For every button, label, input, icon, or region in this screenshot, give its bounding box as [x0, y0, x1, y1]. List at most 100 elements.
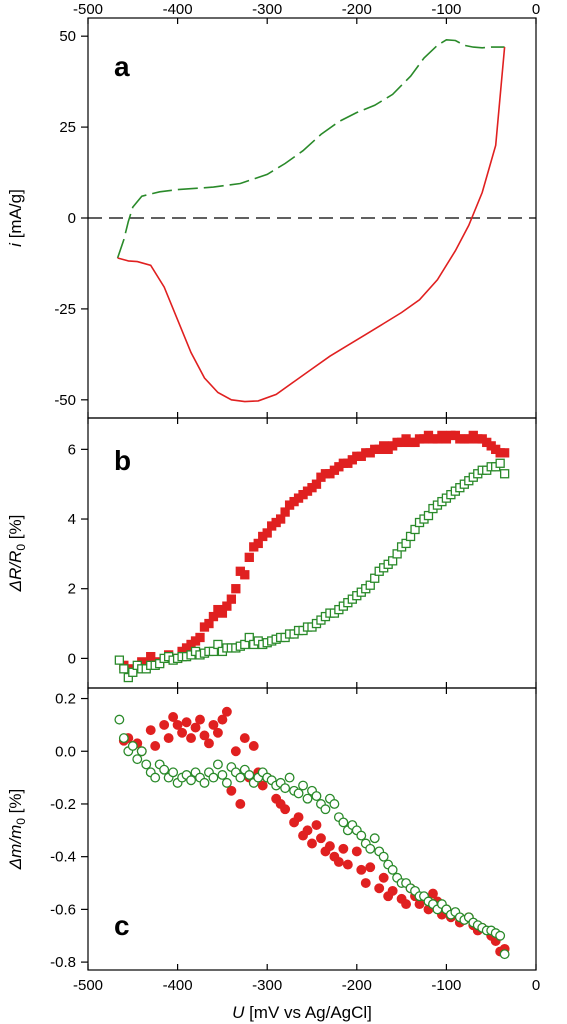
panel-c-series-0-point: [239, 733, 250, 744]
panel-c-series-0-point: [212, 727, 223, 738]
top-xtick-label: 0: [532, 1, 540, 18]
panel-c-series-0-point: [387, 885, 398, 896]
ylabel-subscript: 0: [14, 818, 28, 825]
panel-c-series-0-point: [226, 785, 237, 796]
xlabel-symbol: U: [232, 1003, 245, 1022]
panel-c-series-1-point: [159, 764, 170, 775]
panel-letter-c: c: [114, 910, 130, 941]
panel-b-series-0-point: [226, 594, 237, 604]
panel-c-series-1-point: [114, 714, 125, 725]
panel-c-series-1-point: [338, 817, 349, 828]
panel-c-series-0-point: [333, 856, 344, 867]
ylabel-unit: [%]: [6, 515, 25, 544]
panel-b-ytick-label: 0: [68, 650, 76, 667]
panel-c-series-1-point: [356, 830, 367, 841]
panel-c-ytick-label: -0.4: [50, 849, 76, 866]
bottom-xtick-label: -200: [342, 977, 372, 994]
panel-c-series-0-point: [307, 838, 317, 849]
bottom-xtick-label: -500: [73, 977, 103, 994]
panel-c-series-1-point: [244, 770, 255, 780]
panel-c-series-0-point: [150, 741, 161, 751]
panel-c-series-1-point: [217, 770, 228, 780]
top-xtick-label: -200: [342, 1, 372, 18]
panel-c-series-1-point: [168, 767, 179, 778]
ylabel-quantity: ΔR/R: [6, 551, 25, 593]
panel-c-series-1-point: [141, 759, 152, 770]
panel-c-series-0-point: [374, 883, 385, 894]
panel-b-series-1-point: [119, 664, 129, 674]
panel-b-ytick-label: 2: [68, 581, 76, 598]
panel-c-series-1-point: [302, 793, 313, 804]
panel-c-series-1-point: [365, 843, 376, 854]
top-xtick-label: -300: [252, 1, 282, 18]
panel-c-ytick-label: 0.2: [55, 691, 76, 708]
panel-c-series-0-point: [248, 741, 259, 751]
data-layer: [88, 38, 536, 960]
panel-b-series-1-point: [499, 469, 510, 479]
panel-c-series-0-point: [230, 746, 241, 757]
ylabel-symbol: i: [6, 242, 25, 247]
panel-c-series-0-point: [204, 738, 214, 749]
ylabel-unit: [mA/g]: [6, 189, 25, 243]
ylabel-quantity: Δm/m: [6, 825, 25, 870]
panel-c-series-1-point: [235, 772, 246, 783]
panel-c-series-0-point: [257, 780, 268, 791]
panel-c-series-1-point: [212, 759, 223, 770]
panel-b-series-1-point: [495, 458, 505, 468]
panel-c-series-0-point: [293, 812, 304, 823]
panel-c-series-0-point: [172, 719, 183, 730]
panel-c-series-0-point: [235, 799, 246, 809]
panel-c-series-0-point: [190, 722, 201, 733]
panel-c-series-1-point: [293, 788, 304, 799]
panel-c-series-0-point: [159, 719, 170, 730]
panel-b-series-0-point: [195, 632, 205, 643]
panel-b-series-0-point: [146, 651, 156, 662]
panel-a-series-0-line: [116, 38, 505, 259]
panel-c-ytick-label: -0.6: [50, 901, 76, 918]
panel-b-series-0-point: [240, 570, 250, 580]
xlabel: U [mV vs Ag/AgCl]: [232, 1003, 372, 1022]
top-xtick-label: -100: [431, 1, 461, 18]
bottom-xtick-label: -300: [252, 977, 282, 994]
panel-c-series-0-point: [401, 899, 412, 910]
panel-c-series-0-point: [280, 804, 291, 815]
panel-b-frame: [87, 417, 537, 689]
panel-c-series-0-point: [428, 888, 438, 899]
axes-layer: [81, 17, 537, 971]
bottom-xtick-label: -400: [163, 977, 193, 994]
panel-c-ytick-label: 0.0: [55, 743, 76, 760]
panel-c-series-0-point: [168, 712, 179, 722]
panel-c-frame: [87, 687, 537, 971]
panel-c-series-1-point: [127, 741, 138, 751]
panel-a-ytick-label: 0: [68, 210, 76, 227]
panel-c-series-1-point: [329, 799, 340, 809]
panel-c-series-0-point: [342, 859, 353, 870]
panel-b-ytick-label: 4: [68, 511, 76, 528]
panel-c-series-0-point: [186, 733, 196, 744]
panel-c-series-1-point: [369, 833, 380, 844]
panel-c-series-0-point: [199, 730, 210, 741]
panel-c-series-0-point: [338, 843, 349, 854]
ylabel-subscript: 0: [14, 544, 28, 551]
panel-c-ytick-label: -0.2: [50, 796, 76, 813]
panel-c-ylabel: Δm/m0 [%]: [6, 789, 28, 870]
panel-c-ytick-label: -0.8: [50, 954, 76, 971]
xlabel-unit: [mV vs Ag/AgCl]: [244, 1003, 372, 1022]
panel-c-series-1-point: [387, 864, 398, 875]
panel-b-series-0-point: [244, 552, 254, 563]
panel-c-series-1-point: [208, 772, 219, 783]
panel-c-series-1-point: [186, 775, 196, 786]
top-xtick-label: -400: [163, 1, 193, 18]
panel-c-series-0-point: [217, 714, 228, 725]
panel-c-series-0-point: [316, 833, 326, 844]
panel-c-series-1-point: [378, 851, 389, 862]
ylabel-unit: [%]: [6, 789, 25, 818]
panel-c-series-0-point: [177, 727, 188, 738]
panel-c-series-1-point: [499, 949, 510, 960]
panel-c-series-0-point: [163, 733, 174, 744]
panel-c-series-0-point: [360, 878, 371, 888]
panel-b-series-1-point: [114, 655, 125, 665]
panel-c-series-0-point: [302, 825, 313, 836]
